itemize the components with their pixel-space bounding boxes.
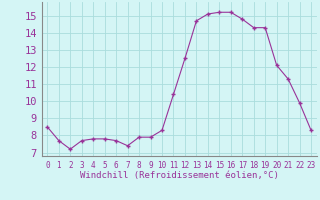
X-axis label: Windchill (Refroidissement éolien,°C): Windchill (Refroidissement éolien,°C) [80,171,279,180]
